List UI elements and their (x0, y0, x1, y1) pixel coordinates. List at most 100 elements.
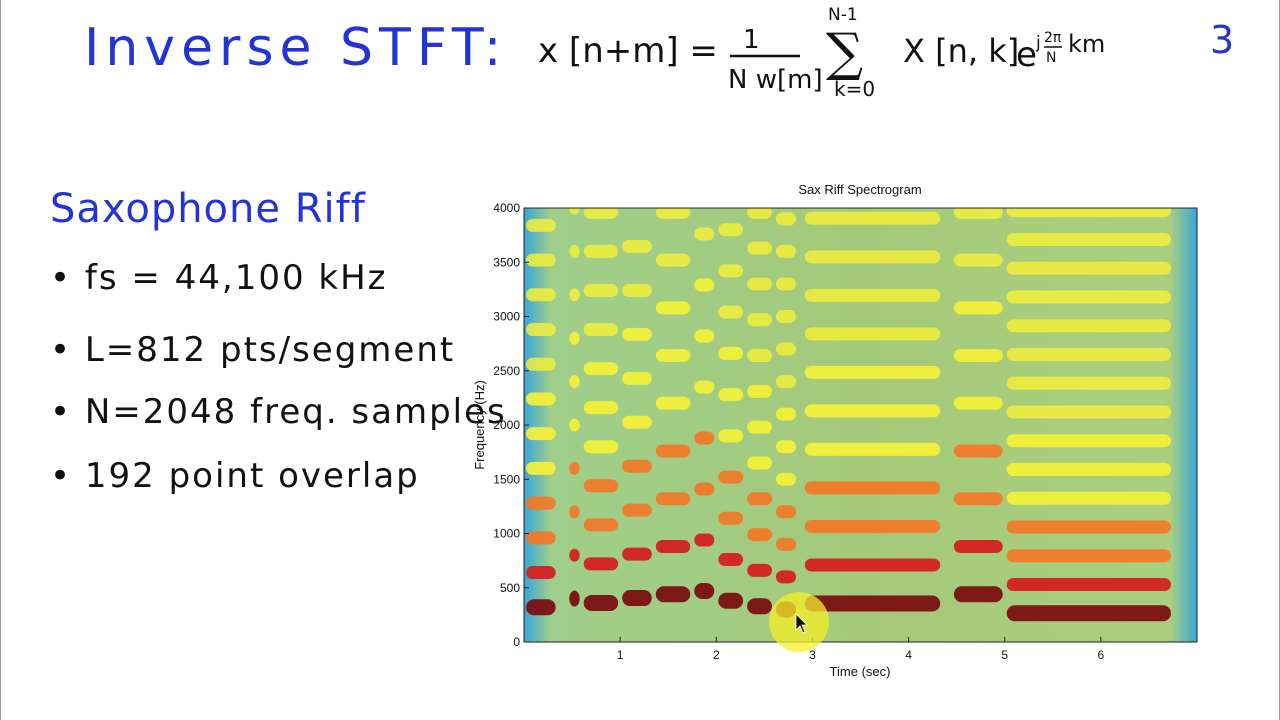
harmonic-band (804, 519, 941, 533)
harmonic-band (718, 553, 744, 567)
harmonic-band (1006, 319, 1171, 333)
harmonic-band (569, 548, 580, 562)
harmonic-band (747, 208, 772, 219)
page-number: 3 (1210, 18, 1235, 62)
harmonic-band (694, 278, 715, 292)
harmonic-band (1006, 520, 1171, 534)
harmonic-band (747, 598, 772, 615)
y-tick-label: 1500 (493, 472, 520, 486)
harmonic-band (775, 440, 797, 454)
spectrogram-image (524, 208, 1197, 642)
harmonic-band (622, 459, 652, 473)
x-tick-label: 5 (1001, 648, 1008, 662)
harmonic-band (747, 241, 772, 255)
formula-exp-tail: km (1068, 30, 1105, 58)
inverse-stft-formula: x [n+m] = 1 N w[m] N-1 ∑ k=0 X [n, k] e … (538, 0, 1158, 110)
harmonic-band (775, 537, 797, 551)
harmonic-band (804, 481, 941, 495)
harmonic-band (569, 590, 580, 607)
formula-sum-sign: ∑ (826, 23, 863, 83)
harmonic-band (747, 349, 772, 363)
harmonic-band (775, 342, 797, 356)
harmonic-band (694, 380, 715, 394)
harmonic-band (526, 599, 556, 616)
y-tick-label: 4000 (493, 201, 520, 215)
harmonic-band (526, 427, 556, 441)
harmonic-band (569, 505, 580, 519)
x-tick-label: 4 (905, 648, 912, 662)
harmonic-band (718, 305, 744, 319)
harmonic-band (655, 253, 691, 267)
harmonic-band (1006, 261, 1171, 275)
formula-body: X [n, k] (903, 32, 1019, 70)
harmonic-band (526, 357, 556, 371)
harmonic-band (694, 533, 715, 547)
harmonic-band (569, 244, 580, 258)
harmonic-band (526, 218, 556, 232)
harmonic-band (526, 496, 556, 510)
harmonic-band (718, 470, 744, 484)
harmonic-band (583, 323, 619, 337)
harmonic-band (804, 250, 941, 264)
harmonic-band (775, 472, 797, 486)
slide-left-edge (0, 0, 1, 720)
harmonic-band (747, 492, 772, 506)
harmonic-band (775, 310, 797, 323)
formula-denominator: N w[m] (728, 65, 823, 95)
harmonic-band (526, 392, 556, 406)
harmonic-band (718, 592, 744, 609)
harmonic-band (622, 415, 652, 429)
harmonic-band (718, 223, 744, 237)
harmonic-band (775, 375, 797, 389)
harmonic-band (569, 331, 580, 345)
harmonic-band (1006, 434, 1171, 448)
harmonic-band (804, 365, 941, 379)
harmonic-band (694, 329, 715, 343)
harmonic-band (1006, 577, 1171, 591)
harmonic-band (655, 396, 691, 410)
formula-exp-frac-num: 2π (1044, 30, 1062, 46)
slide-title: Inverse STFT: (84, 18, 508, 78)
harmonic-band (569, 375, 580, 389)
harmonic-band (1006, 376, 1171, 390)
harmonic-band (775, 277, 797, 291)
harmonic-band (583, 401, 619, 415)
y-axis-label: Frequency (Hz) (472, 380, 487, 470)
x-tick-label: 1 (617, 648, 624, 662)
harmonic-band (655, 349, 691, 363)
harmonic-band (622, 371, 652, 385)
harmonic-band (583, 208, 619, 219)
harmonic-band (804, 288, 941, 302)
harmonic-band (622, 503, 652, 517)
harmonic-band (1006, 290, 1171, 304)
harmonic-band (569, 461, 580, 475)
y-tick-label: 3000 (493, 310, 520, 324)
bullet-overlap: • 192 point overlap (50, 456, 420, 496)
harmonic-band (718, 264, 744, 278)
harmonic-band (583, 594, 619, 611)
formula-sum-bottom: k=0 (834, 77, 875, 101)
y-tick-label: 0 (513, 635, 520, 649)
harmonic-band (655, 301, 691, 315)
harmonic-band (953, 301, 1003, 315)
chart-title: Sax Riff Spectrogram (798, 182, 921, 197)
y-tick-label: 1000 (493, 527, 520, 541)
harmonic-band (694, 583, 715, 600)
harmonic-band (804, 211, 941, 225)
section-subtitle: Saxophone Riff (50, 186, 366, 232)
harmonic-band (583, 557, 619, 571)
harmonic-band (694, 482, 715, 496)
harmonic-band (655, 586, 691, 603)
harmonic-band (953, 540, 1003, 554)
harmonic-band (1006, 605, 1171, 622)
formula-exp-frac-den: N (1046, 50, 1056, 66)
harmonic-band (583, 283, 619, 297)
harmonic-band (1006, 208, 1171, 218)
harmonic-band (526, 531, 556, 545)
harmonic-band (718, 346, 744, 360)
harmonic-band (569, 208, 580, 215)
harmonic-band (953, 586, 1003, 603)
harmonic-band (1006, 462, 1171, 476)
harmonic-band (569, 418, 580, 432)
harmonic-band (775, 244, 797, 258)
